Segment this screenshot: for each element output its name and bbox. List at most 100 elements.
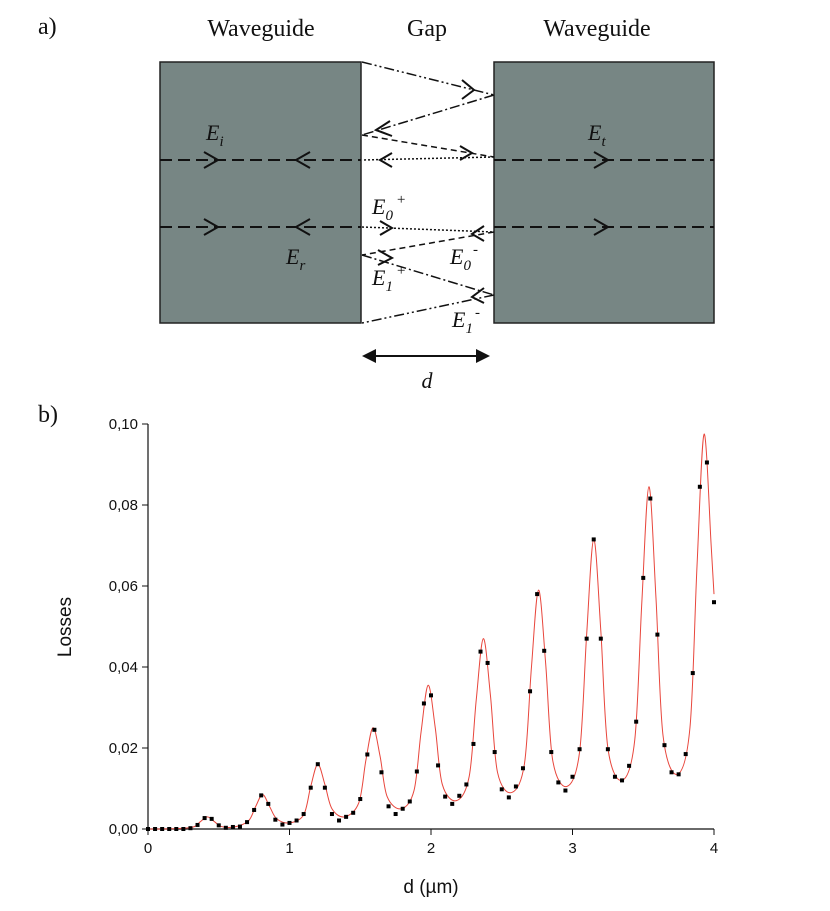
field-label: Er — [285, 244, 305, 274]
point — [570, 774, 575, 779]
point — [556, 780, 561, 785]
point — [407, 799, 412, 804]
point — [344, 814, 349, 819]
point — [386, 804, 391, 809]
point — [351, 810, 356, 815]
point — [223, 825, 228, 830]
point — [146, 827, 150, 831]
point — [712, 600, 716, 605]
point — [690, 671, 695, 676]
waveguide-block — [493, 61, 715, 324]
point — [237, 824, 242, 829]
plot: 0,00 0,02 0,04 0,06 0,08 0,10 0 1 2 3 4 — [109, 416, 718, 857]
point — [429, 693, 433, 698]
point — [535, 592, 540, 597]
point — [280, 822, 285, 827]
point — [421, 701, 426, 706]
x-tick-label: 2 — [427, 840, 435, 857]
arrow-head — [470, 225, 485, 242]
point — [266, 801, 271, 806]
point — [542, 648, 547, 653]
x-tick-label: 0 — [144, 840, 152, 857]
point — [662, 743, 667, 748]
point — [634, 719, 639, 724]
point — [400, 806, 405, 811]
point — [379, 770, 384, 775]
point — [563, 788, 568, 793]
point — [584, 636, 589, 641]
point — [372, 727, 377, 732]
point — [195, 822, 200, 827]
point — [485, 660, 490, 665]
point — [174, 827, 179, 831]
point — [549, 750, 554, 755]
point — [492, 750, 497, 755]
point — [315, 762, 320, 767]
point — [641, 575, 646, 580]
arrow-head — [293, 218, 311, 236]
point — [294, 818, 299, 823]
point — [287, 820, 292, 825]
point — [209, 816, 214, 821]
point — [620, 778, 625, 783]
field-label: Et — [587, 120, 606, 150]
point — [167, 827, 172, 831]
x-tick-label: 1 — [285, 840, 293, 857]
point — [528, 689, 533, 694]
curve — [147, 433, 715, 830]
point — [669, 770, 674, 775]
arrow-head — [373, 120, 393, 137]
point — [612, 774, 617, 779]
point — [414, 769, 419, 774]
point — [273, 817, 278, 822]
y-tick-label: 0,02 — [109, 740, 138, 757]
point — [605, 747, 610, 752]
ray — [361, 226, 495, 233]
x-tick-label: 4 — [710, 840, 718, 857]
point — [697, 484, 702, 489]
field-label: E1+ — [371, 263, 406, 295]
field-label: Ei — [205, 120, 224, 150]
arrow-head — [377, 249, 395, 266]
point — [301, 812, 306, 817]
point — [655, 632, 660, 637]
point — [683, 752, 688, 757]
point — [704, 460, 709, 465]
point — [436, 763, 441, 768]
point — [443, 794, 448, 799]
arrow-head — [461, 79, 476, 100]
x-tick-label: 3 — [568, 840, 576, 857]
panel-label: a) — [38, 14, 57, 40]
arrow-head — [293, 151, 311, 169]
point — [216, 823, 221, 828]
point — [471, 741, 476, 746]
arrow-head — [362, 349, 376, 363]
point — [365, 752, 370, 757]
field-label: E1- — [451, 305, 480, 337]
point — [627, 763, 632, 768]
point — [188, 826, 193, 831]
y-tick-label: 0,10 — [109, 416, 138, 433]
point — [478, 649, 483, 654]
point — [598, 636, 603, 641]
point — [676, 772, 681, 777]
panel-label: b) — [38, 402, 58, 428]
point — [337, 818, 342, 823]
point — [329, 812, 334, 817]
point — [245, 820, 250, 825]
point — [393, 812, 398, 817]
y-axis-label: Losses — [55, 597, 76, 657]
gap-label: d — [422, 368, 434, 393]
point — [230, 824, 235, 829]
arrow-head — [379, 220, 394, 236]
arrow-head — [459, 145, 474, 161]
point — [308, 785, 313, 790]
arrow-head — [470, 287, 485, 304]
point — [160, 827, 165, 831]
block-label: Gap — [407, 16, 447, 42]
arrow-head — [593, 151, 611, 169]
y-tick-label: 0,08 — [109, 497, 138, 514]
point — [252, 807, 257, 812]
point — [450, 801, 455, 806]
